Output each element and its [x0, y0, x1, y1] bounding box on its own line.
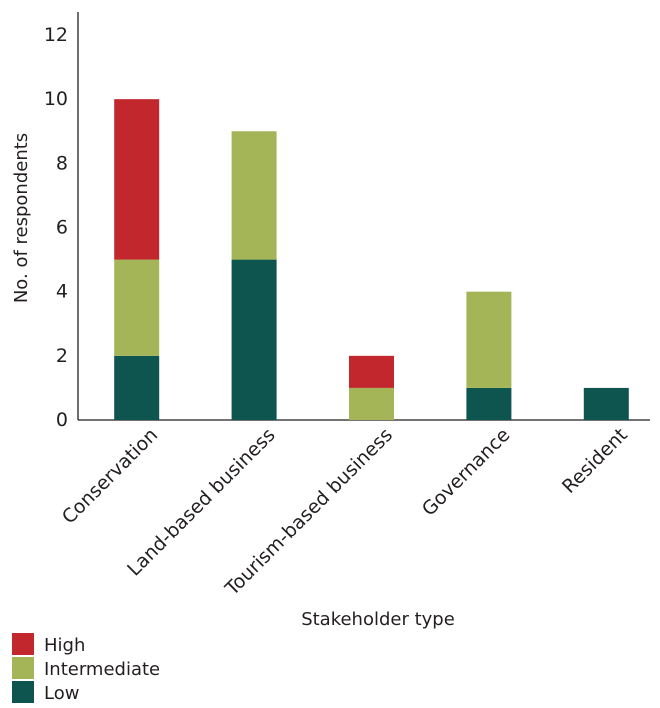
legend: High Intermediate Low — [12, 633, 160, 704]
x-tick-label-resident: Resident — [558, 424, 632, 498]
y-tick-label: 2 — [56, 345, 68, 367]
x-axis-title: Stakeholder type — [301, 609, 455, 630]
bar-governance-low — [466, 387, 512, 420]
bar-land-based-business-low — [231, 259, 277, 420]
x-tick-label-governance: Governance — [418, 424, 515, 521]
bar-conservation-low — [114, 355, 160, 420]
bar-resident-low — [583, 387, 629, 420]
y-axis-title: No. of respondents — [11, 133, 32, 303]
legend-label-high: High — [44, 635, 85, 656]
bar-land-based-business-intermediate — [231, 131, 277, 260]
y-tick-labels: 0 2 4 6 8 10 12 — [44, 24, 68, 431]
bars — [114, 99, 629, 420]
legend-swatch-high — [12, 633, 34, 655]
bar-tourism-based-business-intermediate — [349, 387, 394, 420]
y-tick-label: 4 — [56, 281, 68, 303]
legend-label-intermediate: Intermediate — [44, 659, 160, 680]
legend-label-low: Low — [44, 683, 79, 704]
y-tick-label: 0 — [56, 409, 68, 431]
bar-tourism-based-business-high — [349, 355, 394, 388]
y-tick-label: 6 — [56, 217, 68, 239]
x-tick-label-conservation: Conservation — [58, 424, 162, 528]
y-tick-label: 12 — [44, 24, 68, 46]
legend-swatch-intermediate — [12, 657, 34, 679]
legend-swatch-low — [12, 681, 34, 703]
bar-governance-intermediate — [466, 291, 512, 388]
bar-conservation-intermediate — [114, 259, 160, 356]
bar-conservation-high — [114, 99, 160, 260]
y-tick-label: 8 — [56, 152, 68, 174]
y-tick-label: 10 — [44, 88, 68, 110]
